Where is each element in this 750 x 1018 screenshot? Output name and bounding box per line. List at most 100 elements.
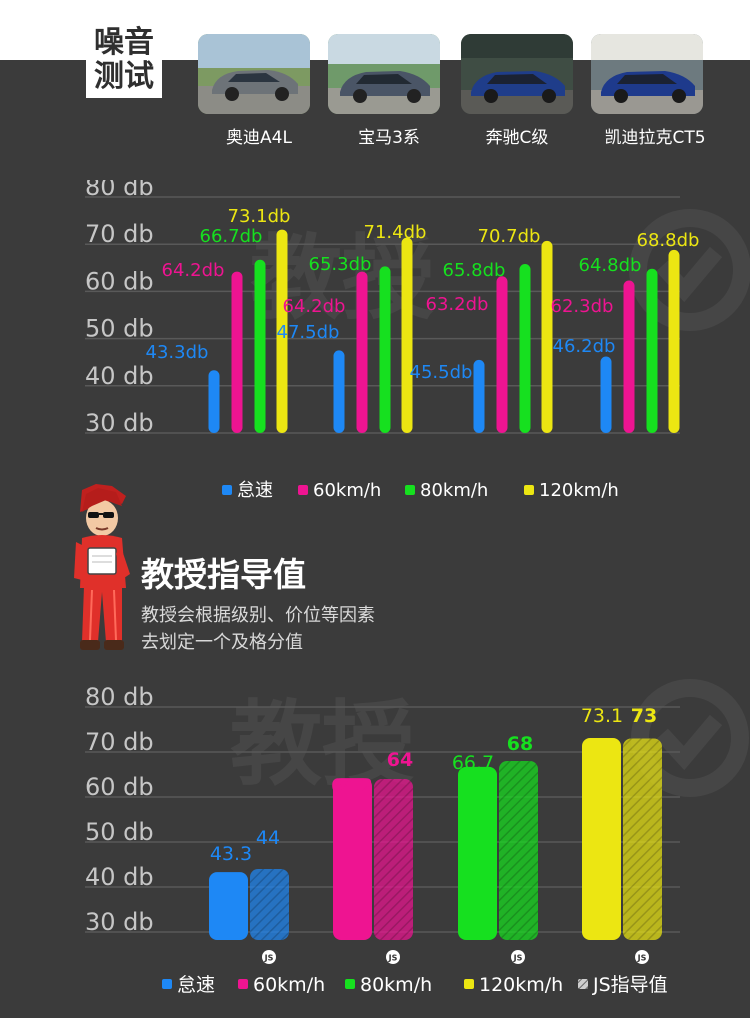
bar (276, 229, 288, 433)
data-label: 65.3db (309, 254, 372, 275)
y-tick-label: 70 db (85, 728, 154, 756)
legend-swatch (578, 979, 588, 989)
bar (541, 240, 553, 433)
legend-label: 60km/h (313, 480, 381, 501)
data-label: 63.2db (426, 294, 489, 315)
car-name-3: 奔驰C级 (485, 128, 549, 148)
y-tick-label: 30 db (85, 409, 154, 437)
data-label: 70.7db (478, 226, 541, 247)
bar (231, 271, 243, 433)
watermark-logo-2 (631, 679, 749, 797)
legend-label: 80km/h (360, 974, 432, 996)
car-name-1: 奥迪A4L (226, 128, 292, 148)
data-label: 47.5db (277, 322, 340, 343)
bar (473, 359, 485, 433)
bar (333, 350, 345, 433)
page-title-line2: 测试 (94, 59, 154, 94)
data-label: 62.3db (551, 296, 614, 317)
page-title: 噪音 测试 (86, 26, 162, 98)
y-tick-label: 40 db (85, 362, 154, 390)
y-tick-label: 50 db (85, 315, 154, 343)
js-badge-text: JS (513, 954, 523, 963)
bar-guide-hatch (250, 869, 289, 940)
page-title-line1: 噪音 (94, 25, 154, 60)
data-label: 73.1 (581, 705, 623, 727)
guide-label: 68 (507, 733, 533, 755)
legend-swatch (405, 485, 415, 495)
data-label: 65.8db (443, 260, 506, 281)
y-tick-label: 30 db (85, 908, 154, 936)
bar-guide-hatch (374, 779, 413, 940)
js-badge-text: JS (388, 954, 398, 963)
legend-swatch (222, 485, 232, 495)
guide-label: 73 (631, 705, 657, 727)
bar (600, 356, 612, 433)
bar (623, 280, 635, 433)
bar (401, 237, 413, 433)
legend-swatch (162, 979, 172, 989)
js-badge (635, 950, 649, 964)
legend-label: 120km/h (539, 480, 619, 501)
car-photo-cadillac (591, 34, 703, 114)
professor-avatar (74, 484, 130, 650)
bar-average (458, 766, 497, 940)
js-badge-text: JS (264, 954, 274, 963)
legend-label: JS指导值 (592, 974, 668, 996)
js-badge (511, 950, 525, 964)
data-label: 64.2db (283, 296, 346, 317)
legend-label: 怠速 (177, 974, 215, 996)
bar (668, 249, 680, 433)
data-label: 66.7 (452, 752, 494, 774)
section-desc-line2: 去划定一个及格分值 (141, 632, 303, 653)
legend-label: 120km/h (479, 974, 563, 996)
bar (519, 264, 531, 433)
js-badge (386, 950, 400, 964)
legend-swatch (524, 485, 534, 495)
bar-guide-hatch (499, 761, 538, 940)
section-desc-line1: 教授会根据级别、价位等因素 (141, 605, 375, 626)
legend-swatch (464, 979, 474, 989)
y-tick-label: 60 db (85, 773, 154, 801)
js-badge-text: JS (637, 954, 647, 963)
section-title: 教授指导值 (141, 555, 306, 594)
legend-swatch (345, 979, 355, 989)
y-tick-label: 50 db (85, 818, 154, 846)
bar (254, 259, 266, 433)
y-tick-label: 60 db (85, 267, 154, 295)
bar-guide-hatch (623, 738, 662, 940)
bar-average (333, 778, 372, 940)
data-label: 64.8db (579, 255, 642, 276)
legend-swatch (298, 485, 308, 495)
data-label: 43.3db (146, 342, 209, 363)
car-photo-bmw (328, 34, 440, 114)
car-photo-benz (461, 34, 573, 114)
data-label: 46.2db (553, 336, 616, 357)
y-tick-label: 70 db (85, 220, 154, 248)
data-label: 73.1db (228, 206, 291, 227)
bar-average (209, 872, 248, 940)
js-badge (262, 950, 276, 964)
bar (208, 370, 220, 433)
y-tick-label: 40 db (85, 863, 154, 891)
bar-average (582, 738, 621, 940)
data-label: 66.7db (200, 226, 263, 247)
legend-label: 60km/h (253, 974, 325, 996)
data-label: 45.5db (410, 362, 473, 383)
car-name-4: 凯迪拉克CT5 (604, 128, 706, 148)
y-tick-label: 80 db (85, 683, 154, 711)
bar (496, 276, 508, 433)
car-photo-audi (198, 34, 310, 114)
bar (379, 266, 391, 433)
bar (356, 271, 368, 433)
data-label: 64.2db (162, 260, 225, 281)
car-name-2: 宝马3系 (358, 128, 420, 148)
data-label: 71.4db (364, 222, 427, 243)
legend-label: 80km/h (420, 480, 488, 501)
guide-label: 44 (256, 827, 280, 849)
y-tick-label: 80 db (85, 180, 154, 201)
legend-label: 怠速 (237, 480, 273, 501)
data-label: 43.3 (210, 843, 252, 865)
data-label: 68.8db (637, 230, 700, 251)
